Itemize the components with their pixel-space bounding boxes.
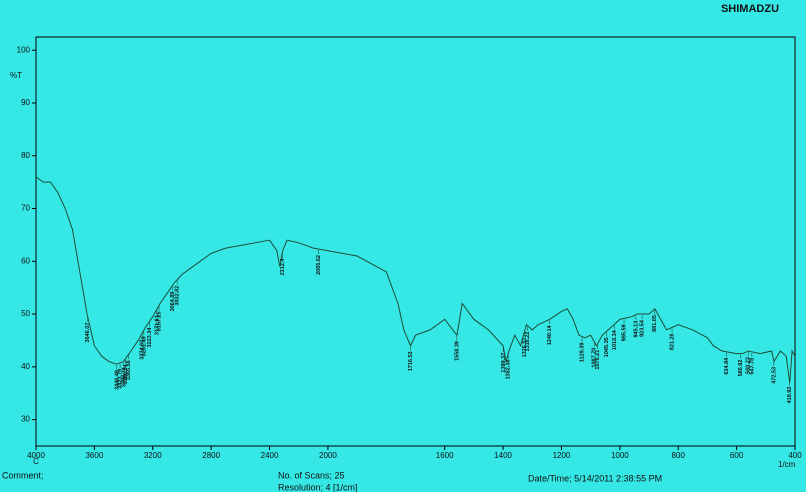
x-tick-label: 2000 [319, 451, 337, 460]
x-tick-label: 1600 [436, 451, 454, 460]
peak-label: 985.59 [622, 324, 628, 341]
x-tick-label: 800 [672, 451, 686, 460]
peak-label: 1316.22 [525, 332, 531, 352]
peak-label: 560.23 [746, 357, 752, 374]
peak-label: 3423.79 [118, 369, 124, 389]
x-tick-label: 1000 [611, 451, 629, 460]
peak-label: 2312.4 [280, 258, 286, 276]
y-tick-label: 100 [17, 45, 31, 54]
peak-label: 821.26 [669, 333, 675, 350]
peak-label: 1399.37 [501, 353, 507, 373]
y-tick-label: 60 [21, 256, 30, 265]
peak-label: 3223.34 [147, 327, 153, 348]
peak-label: 1716.53 [408, 351, 414, 371]
y-tick-label: 70 [21, 204, 30, 213]
x-tick-label: 3600 [85, 451, 103, 460]
peak-label: 3157.25 [156, 311, 162, 331]
y-axis-label: %T [10, 71, 22, 80]
y-tick-label: 30 [21, 415, 30, 424]
peak-label: 923.54 [640, 319, 646, 337]
scans: No. of Scans; 25 [278, 470, 345, 480]
peak-label: 3646.07 [85, 323, 91, 343]
peak-label: 3274.60 [139, 340, 145, 360]
x-tick-label: 4000 [27, 451, 45, 460]
brand: SHIMADZU [721, 3, 779, 15]
peak-label: 1558.39 [454, 341, 460, 361]
peak-label: 1326.51 [522, 338, 528, 358]
peak-label: 1129.39 [580, 343, 586, 363]
peak-label: 3365.56 [126, 360, 132, 380]
y-tick-label: 90 [21, 98, 30, 107]
y-tick-label: 50 [21, 309, 30, 318]
peak-label: 1076.21 [595, 350, 601, 370]
peak-label: 586.92 [738, 360, 744, 377]
peak-label: 3386.14 [123, 364, 129, 385]
x-tick-label: 2400 [261, 451, 279, 460]
peak-label: 1087.70 [592, 348, 598, 368]
datetime: Date/Time; 5/14/2011 2:38:55 PM [528, 473, 662, 483]
x-tick-label: 400 [788, 451, 802, 460]
peak-label: 418.92 [787, 387, 793, 404]
x-tick-label: 600 [730, 451, 744, 460]
peak-label: 547.78 [749, 358, 755, 375]
peak-label: 3261.49 [141, 336, 147, 356]
x-corner-label: C [33, 457, 39, 466]
peak-label: 3171.61 [154, 315, 160, 335]
peak-label: 3064.89 [170, 292, 176, 312]
peak-label: 3446.49 [114, 370, 120, 390]
peak-label: 2065.62 [316, 255, 322, 275]
peak-label: 472.53 [771, 367, 777, 384]
x-tick-label: 2800 [202, 451, 220, 460]
peak-label: 881.05 [652, 315, 658, 332]
peak-label: 3032.82 [175, 286, 181, 306]
comment: Comment; [2, 470, 44, 480]
peak-label: 3398.34 [121, 366, 127, 387]
resolution: Resolution; 4 [1/cm] [278, 482, 358, 492]
x-tick-label: 3200 [144, 451, 162, 460]
peak-label: 634.84 [724, 357, 730, 375]
spectrum-line [35, 176, 796, 383]
y-tick-label: 40 [21, 362, 30, 371]
peak-label: 1018.34 [612, 329, 618, 350]
peak-label: 945.13 [633, 321, 639, 338]
peak-label: 1382.38 [506, 360, 512, 380]
x-tick-label: 1200 [553, 451, 571, 460]
x-axis-label: 1/cm [778, 460, 796, 469]
plot-frame [35, 36, 796, 447]
x-tick-label: 1400 [494, 451, 512, 460]
peak-label: 1045.35 [604, 337, 610, 357]
y-tick-label: 80 [21, 151, 30, 160]
peak-label: 1240.14 [547, 324, 553, 345]
